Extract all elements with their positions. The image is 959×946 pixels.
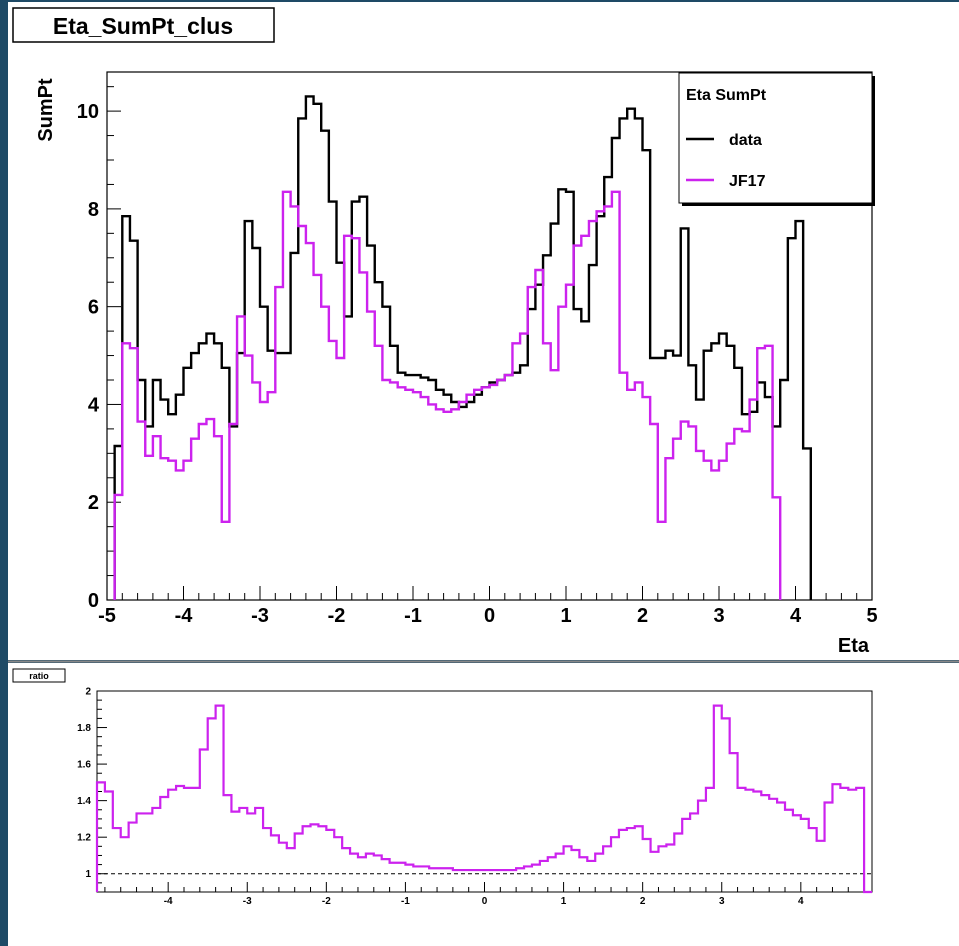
- x-tick-label: -1: [404, 605, 422, 627]
- ratio-series-group: [95, 704, 872, 894]
- y-tick-label: 1.6: [77, 760, 91, 771]
- y-tick-label: 10: [77, 101, 99, 123]
- y-tick-label: 2: [88, 492, 99, 514]
- x-tick-label: 2: [640, 896, 646, 907]
- x-tick-label: -2: [322, 896, 331, 907]
- x-tick-label: 0: [484, 605, 495, 627]
- x-tick-label: 4: [798, 896, 804, 907]
- y-axis-label: SumPt: [35, 78, 57, 142]
- y-tick-label: 1.8: [77, 723, 91, 734]
- main-tick-labels: -5 -4 -3 -2 -1 0 1 2 3 4 5 0 2 4 6 8 10: [77, 101, 878, 627]
- ratio-title: ratio: [29, 671, 49, 681]
- y-tick-label: 4: [88, 394, 100, 416]
- y-tick-label: 1: [85, 869, 91, 880]
- series-line-data: [113, 95, 812, 600]
- x-tick-label: -1: [401, 896, 410, 907]
- x-tick-label: 3: [719, 896, 725, 907]
- main-pad: -5 -4 -3 -2 -1 0 1 2 3 4 5 0 2 4 6 8 10 Eta_SumPt_clus S…: [8, 2, 959, 660]
- x-tick-label: 1: [561, 896, 567, 907]
- ratio-axis-ticks: [97, 690, 865, 893]
- chart-title: Eta_SumPt_clus: [53, 13, 233, 39]
- title-box: [12, 7, 275, 43]
- ratio-pad-background: [8, 663, 959, 946]
- y-tick-label: 6: [88, 297, 99, 319]
- y-tick-label: 8: [88, 199, 99, 221]
- main-series-group: [113, 95, 812, 600]
- x-axis-label: Eta: [838, 635, 870, 657]
- ratio-title-box: [12, 668, 66, 683]
- y-tick-label: 1.4: [77, 796, 91, 807]
- x-tick-label: -5: [98, 605, 116, 627]
- ratio-tick-labels: -4 -3 -2 -1 0 1 2 3 4 1 1.2 1.4 1.6 1.8 2: [77, 687, 804, 908]
- x-tick-label: -2: [328, 605, 346, 627]
- x-tick-label: 2: [637, 605, 648, 627]
- y-tick-label: 2: [85, 687, 91, 698]
- ratio-pad: -4 -3 -2 -1 0 1 2 3 4 1 1.2 1.4 1.6 1.8 2 ratio: [8, 660, 959, 946]
- x-tick-label: 1: [560, 605, 571, 627]
- legend: Eta SumPt data JF17: [678, 72, 875, 206]
- x-tick-label: 4: [790, 605, 802, 627]
- y-tick-label: 0: [88, 590, 99, 612]
- legend-title: Eta SumPt: [686, 87, 767, 104]
- x-tick-label: 0: [482, 896, 488, 907]
- series-line-ratio: [95, 704, 872, 894]
- series-line-jf17: [113, 190, 782, 600]
- x-tick-label: -4: [164, 896, 173, 907]
- legend-entry-jf17: JF17: [729, 173, 766, 190]
- x-tick-label: 3: [713, 605, 724, 627]
- x-tick-label: -3: [251, 605, 269, 627]
- x-tick-label: 5: [866, 605, 877, 627]
- main-axis-ticks: [106, 86, 873, 601]
- x-tick-label: -4: [175, 605, 194, 627]
- y-tick-label: 1.2: [77, 833, 91, 844]
- x-tick-label: -3: [243, 896, 252, 907]
- legend-entry-data: data: [729, 132, 762, 149]
